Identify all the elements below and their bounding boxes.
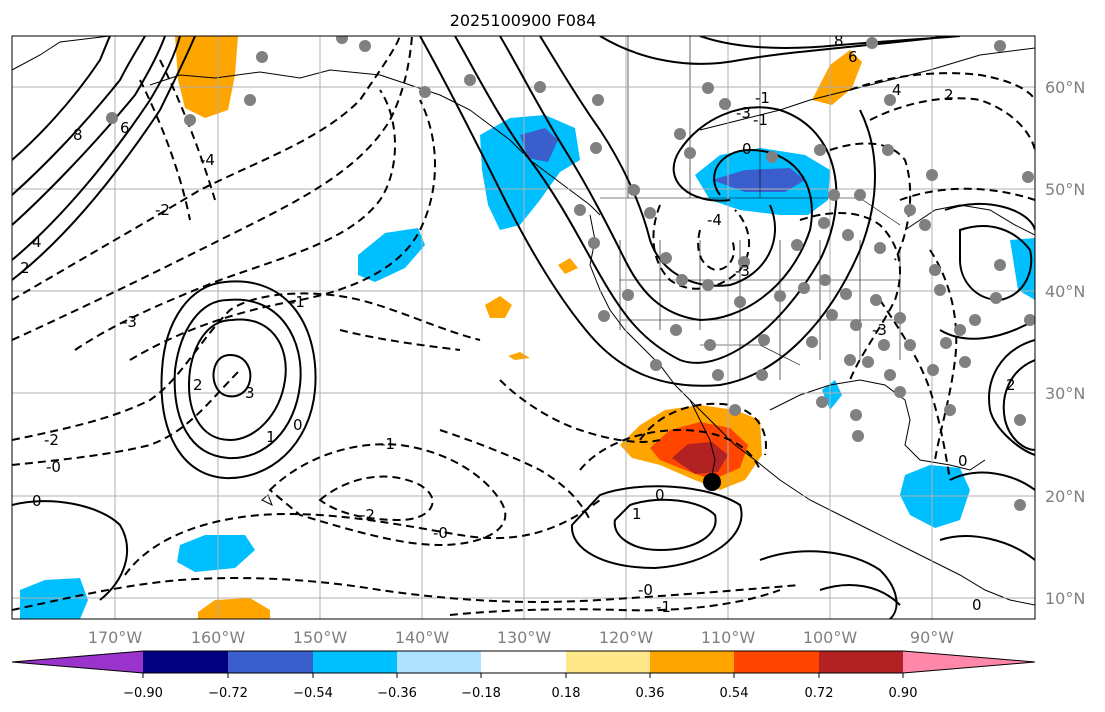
lon-label: 120°W (599, 628, 654, 647)
map-frame (11, 35, 1036, 620)
colorbar-segment (734, 651, 819, 673)
contour-label: 0 (972, 596, 982, 614)
longitude-labels: 170°W 160°W 150°W 140°W 130°W 120°W 110°… (88, 628, 954, 647)
orange-shade-northcanada (812, 50, 862, 105)
colorbar-tick-label: 0.54 (720, 686, 749, 701)
contour-label: -0 (638, 581, 653, 599)
contour-label: 8 (73, 126, 83, 144)
contour-label: 6 (120, 119, 130, 137)
colorbar-tick-label: −0.18 (461, 686, 501, 701)
lat-label: 60°N (1045, 78, 1085, 97)
orange-shade-pacific (485, 296, 512, 318)
contour-label: 4 (892, 81, 902, 99)
contour-label: 2 (1006, 376, 1016, 394)
lon-label: 110°W (701, 628, 756, 647)
lon-label: 100°W (803, 628, 858, 647)
colorbar-segment (566, 651, 650, 673)
orange-shade-coast (558, 258, 578, 274)
colorbar: −0.90 −0.72 −0.54 −0.36 −0.18 0.18 0.36 … (11, 650, 1036, 701)
contour-label: -1 (380, 435, 395, 453)
contour-label: 1 (266, 428, 276, 446)
colorbar-extend-high (903, 651, 1035, 673)
colorbar-ticks (142, 673, 904, 678)
colorbar-tick-label: −0.36 (377, 686, 417, 701)
orange-shade-hawaii (198, 598, 270, 619)
station-markers (106, 36, 1035, 511)
colorbar-segment (397, 651, 481, 673)
contour-label: -2 (360, 506, 375, 524)
contour-label: -1 (656, 598, 671, 616)
contour-label: 0 (958, 452, 968, 470)
contour-label: 0 (293, 416, 303, 434)
contour-label: 2 (20, 259, 30, 277)
lat-label: 10°N (1045, 589, 1085, 608)
colorbar-segment (481, 651, 566, 673)
lat-label: 30°N (1045, 384, 1085, 403)
lat-label: 20°N (1045, 487, 1085, 506)
figure-title: 2025100900 F084 (450, 11, 597, 30)
dashed-contours (12, 36, 1035, 616)
contour-label: -3 (735, 262, 750, 280)
colorbar-segment (228, 651, 313, 673)
lat-label: 40°N (1045, 282, 1085, 301)
contour-label: 0 (32, 492, 42, 510)
contour-label: -2 (44, 431, 59, 449)
contour-label: 6 (848, 48, 858, 66)
contour-label: 8 (834, 32, 844, 50)
lon-label: 170°W (88, 628, 143, 647)
contour-label: 1 (632, 505, 642, 523)
lon-label: 160°W (191, 628, 246, 647)
colorbar-segment (143, 651, 228, 673)
colorbar-segment (650, 651, 734, 673)
contour-label: -4 (707, 211, 722, 229)
cyan-shade-pacific (358, 228, 425, 282)
contour-label: -1 (290, 293, 305, 311)
contour-label: 2 (944, 86, 954, 104)
colorbar-tick-label: 0.90 (889, 686, 918, 701)
colorbar-tick-label: −0.90 (123, 686, 163, 701)
contour-label: 4 (32, 233, 42, 251)
lon-label: 130°W (497, 628, 552, 647)
lat-label: 50°N (1045, 180, 1085, 199)
contour-label: -3 (872, 321, 887, 339)
colorbar-tick-label: −0.54 (293, 686, 333, 701)
contour-label: -0 (433, 524, 448, 542)
solid-contours (12, 36, 1035, 619)
map-panel: 8 6 4 2 -4 -2 -3 -1 2 3 1 0 -2 -0 -1 -2 … (12, 32, 1035, 619)
contour-label: 2 (193, 376, 203, 394)
contour-label: -3 (736, 104, 751, 122)
contour-label: -1 (753, 111, 768, 129)
blue-shade-bc (520, 128, 558, 162)
point-marker (703, 473, 721, 491)
contour-label: -3 (122, 313, 137, 331)
lon-label: 150°W (293, 628, 348, 647)
latitude-labels: 60°N 50°N 40°N 30°N 20°N 10°N (1045, 78, 1085, 608)
colorbar-segment (819, 651, 903, 673)
lon-label: 140°W (395, 628, 450, 647)
contour-label: 3 (245, 384, 255, 402)
contour-label: 0 (655, 486, 665, 504)
colorbar-tick-label: 0.18 (552, 686, 581, 701)
lon-label: 90°W (910, 628, 954, 647)
graticule (12, 36, 1035, 619)
colorbar-segment (313, 651, 397, 673)
colorbar-tick-label: 0.36 (636, 686, 665, 701)
contour-label: -1 (755, 89, 770, 107)
contour-label: -2 (155, 201, 170, 219)
colorbar-tick-labels: −0.90 −0.72 −0.54 −0.36 −0.18 0.18 0.36 … (123, 686, 917, 701)
blue-shade-midwest (712, 168, 805, 192)
colorbar-segments (11, 650, 1036, 674)
contour-label: 0 (742, 140, 752, 158)
cyan-shade-ne (1010, 238, 1035, 300)
cyan-shade-hawaii (177, 535, 255, 572)
contour-label: -4 (200, 151, 215, 169)
colorbar-extend-low (12, 651, 143, 673)
colorbar-tick-label: 0.72 (805, 686, 834, 701)
contour-label: -0 (46, 458, 61, 476)
contour-labels: 8 6 4 2 -4 -2 -3 -1 2 3 1 0 -2 -0 -1 -2 … (20, 32, 1016, 616)
colorbar-tick-label: −0.72 (208, 686, 248, 701)
